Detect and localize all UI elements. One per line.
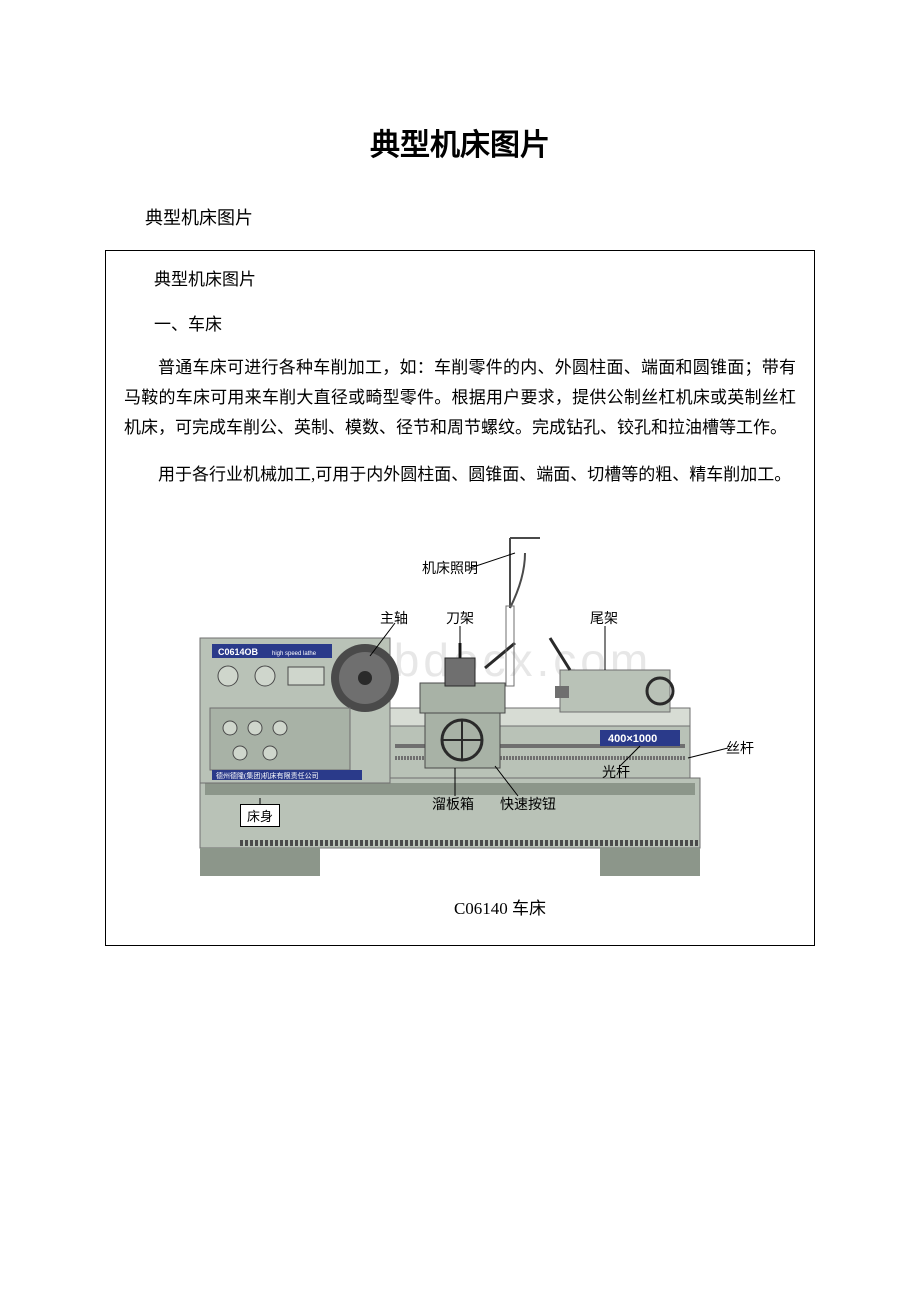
size-plate-text: 400×1000 [608, 733, 657, 745]
content-box: 典型机床图片 一、车床 普通车床可进行各种车削加工，如：车削零件的内、外圆柱面、… [105, 250, 815, 946]
box-header: 典型机床图片 [154, 265, 796, 290]
knob-e [263, 746, 277, 760]
right-leg [600, 848, 700, 876]
knob-a [223, 721, 237, 735]
label-apron: 溜板箱 [432, 794, 474, 814]
label-lighting: 机床照明 [422, 558, 478, 578]
left-leg [200, 848, 320, 876]
label-lead-screw: 丝杆 [726, 738, 754, 758]
label-tailstock: 尾架 [590, 608, 618, 628]
knob-d [233, 746, 247, 760]
tailstock-body [560, 670, 670, 712]
label-bed: 床身 [240, 804, 280, 827]
label-tool-post: 刀架 [446, 608, 474, 628]
speed-window [288, 667, 324, 685]
figure-caption: C06140 车床 [204, 894, 796, 919]
dial-1 [218, 666, 238, 686]
tailstock-quill [555, 686, 569, 698]
knob-b [248, 721, 262, 735]
dial-2 [255, 666, 275, 686]
tailstock-lever [550, 638, 570, 670]
chuck-hole [358, 671, 372, 685]
cross-handle [485, 643, 515, 668]
lathe-diagram: www.bdocx.com C0614OB high speed lathe [170, 508, 750, 888]
diagram-container: www.bdocx.com C0614OB high speed lathe [124, 508, 796, 919]
subtitle: 典型机床图片 [145, 204, 815, 230]
label-feed-rod: 光杆 [602, 762, 630, 782]
section-number: 一、车床 [154, 310, 796, 335]
model-tag-text: C0614OB [218, 647, 259, 657]
saddle [420, 683, 505, 713]
paragraph-2: 用于各行业机械加工,可用于内外圆柱面、圆锥面、端面、切槽等的粗、精车削加工。 [124, 460, 796, 490]
label-rapid-btn: 快速按钮 [500, 794, 556, 814]
paragraph-1: 普通车床可进行各种车削加工，如：车削零件的内、外圆柱面、端面和圆锥面；带有马鞍的… [124, 353, 796, 442]
light-curve [510, 553, 525, 608]
label-spindle: 主轴 [380, 608, 408, 628]
tool-post-icon [445, 658, 475, 686]
page-title: 典型机床图片 [105, 120, 815, 164]
model-sub-text: high speed lathe [272, 651, 317, 657]
knob-c [273, 721, 287, 735]
gearbox-panel [210, 708, 350, 770]
manufacturer-text: 德州德隆(集团)机床有限责任公司 [216, 771, 319, 780]
